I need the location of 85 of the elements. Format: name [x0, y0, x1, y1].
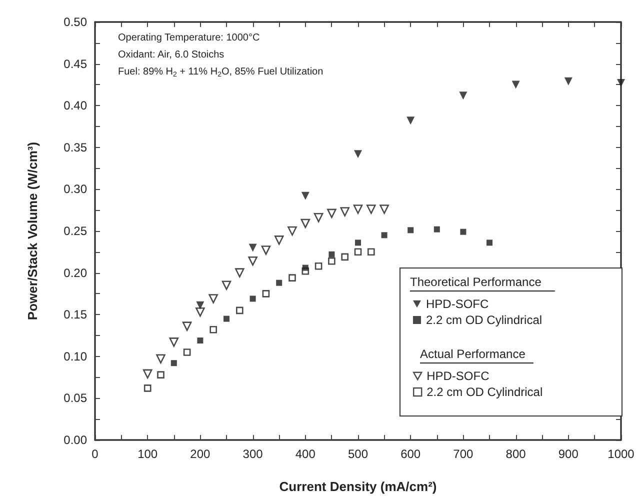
point	[210, 326, 217, 334]
point	[341, 253, 348, 261]
y-tick-label: 0.25	[64, 224, 88, 238]
y-tick-label: 0.40	[64, 98, 88, 113]
point	[248, 256, 258, 266]
x-tick-label: 500	[348, 447, 368, 461]
legend-label: HPD-SOFC	[426, 297, 489, 311]
point	[328, 257, 336, 265]
point	[300, 218, 310, 228]
point	[144, 384, 152, 392]
point	[486, 240, 492, 246]
point	[276, 280, 282, 286]
x-tick-label: 200	[190, 447, 211, 461]
point	[196, 307, 205, 317]
y-tick-label: 0.00	[64, 433, 88, 447]
y-axis-title: Power/Stack Volume (W/cm³)	[25, 142, 40, 320]
point	[250, 296, 256, 302]
y-tick-label: 0.50	[64, 15, 88, 29]
x-axis-title: Current Density (mA/cm²)	[279, 479, 437, 494]
point	[248, 244, 257, 252]
point	[156, 354, 166, 364]
point	[512, 80, 520, 89]
point	[617, 79, 625, 88]
point	[274, 236, 284, 245]
point	[381, 232, 388, 238]
point	[222, 280, 232, 290]
point	[197, 338, 204, 344]
point	[340, 207, 350, 216]
point	[327, 208, 336, 218]
x-tick-label: 600	[400, 447, 421, 461]
point	[354, 150, 362, 158]
point	[460, 228, 466, 235]
point	[170, 360, 177, 366]
annotation: Actual Performance	[420, 347, 526, 361]
point	[434, 226, 440, 232]
point	[355, 240, 361, 246]
x-tick-label: 400	[295, 447, 316, 461]
y-tick-label: 0.20	[64, 266, 88, 280]
point	[459, 92, 468, 100]
point	[314, 262, 322, 270]
x-tick-label: 0	[92, 447, 99, 461]
legend-label: HPD-SOFC	[426, 369, 490, 383]
y-tick-label: 0.45	[64, 56, 88, 71]
point	[380, 204, 389, 214]
x-tick-label: 300	[242, 447, 264, 461]
annotation: Operating Temperature: 1000°C	[118, 32, 260, 44]
point	[564, 77, 572, 86]
legend-label: 2.2 cm OD Cylindrical	[426, 385, 543, 399]
point	[208, 294, 218, 304]
x-tick-label: 1000	[608, 447, 635, 461]
point	[183, 348, 191, 356]
x-tick-label: 800	[506, 447, 526, 461]
point	[328, 251, 335, 258]
point	[157, 371, 164, 378]
point	[353, 204, 363, 214]
point	[408, 227, 414, 234]
point	[288, 226, 297, 236]
point	[236, 306, 244, 314]
point	[235, 268, 244, 278]
point	[288, 274, 296, 282]
y-tick-label: 0.10	[64, 349, 88, 364]
point	[261, 246, 271, 255]
point	[196, 301, 204, 310]
x-tick-label: 900	[558, 447, 579, 461]
point	[262, 290, 270, 298]
point	[169, 338, 179, 347]
x-tick-label: 100	[138, 447, 158, 461]
point	[142, 369, 152, 379]
point	[368, 248, 375, 256]
point	[182, 322, 192, 331]
point	[314, 212, 324, 222]
point	[354, 248, 362, 256]
y-tick-label: 0.35	[64, 140, 88, 154]
point	[302, 264, 308, 271]
x-tick-label: 700	[453, 447, 474, 461]
point	[406, 116, 415, 125]
point	[366, 204, 376, 214]
annotation: Theoretical Performance	[410, 275, 542, 289]
y-tick-label: 0.15	[64, 308, 88, 322]
annotation: Oxidant: Air, 6.0 Stoichs	[118, 50, 224, 60]
y-tick-label: 0.05	[64, 391, 88, 406]
legend-label: 2.2 cm OD Cylindrical	[426, 313, 542, 327]
point	[224, 316, 230, 322]
point	[301, 192, 310, 200]
y-tick-label: 0.30	[64, 182, 88, 196]
